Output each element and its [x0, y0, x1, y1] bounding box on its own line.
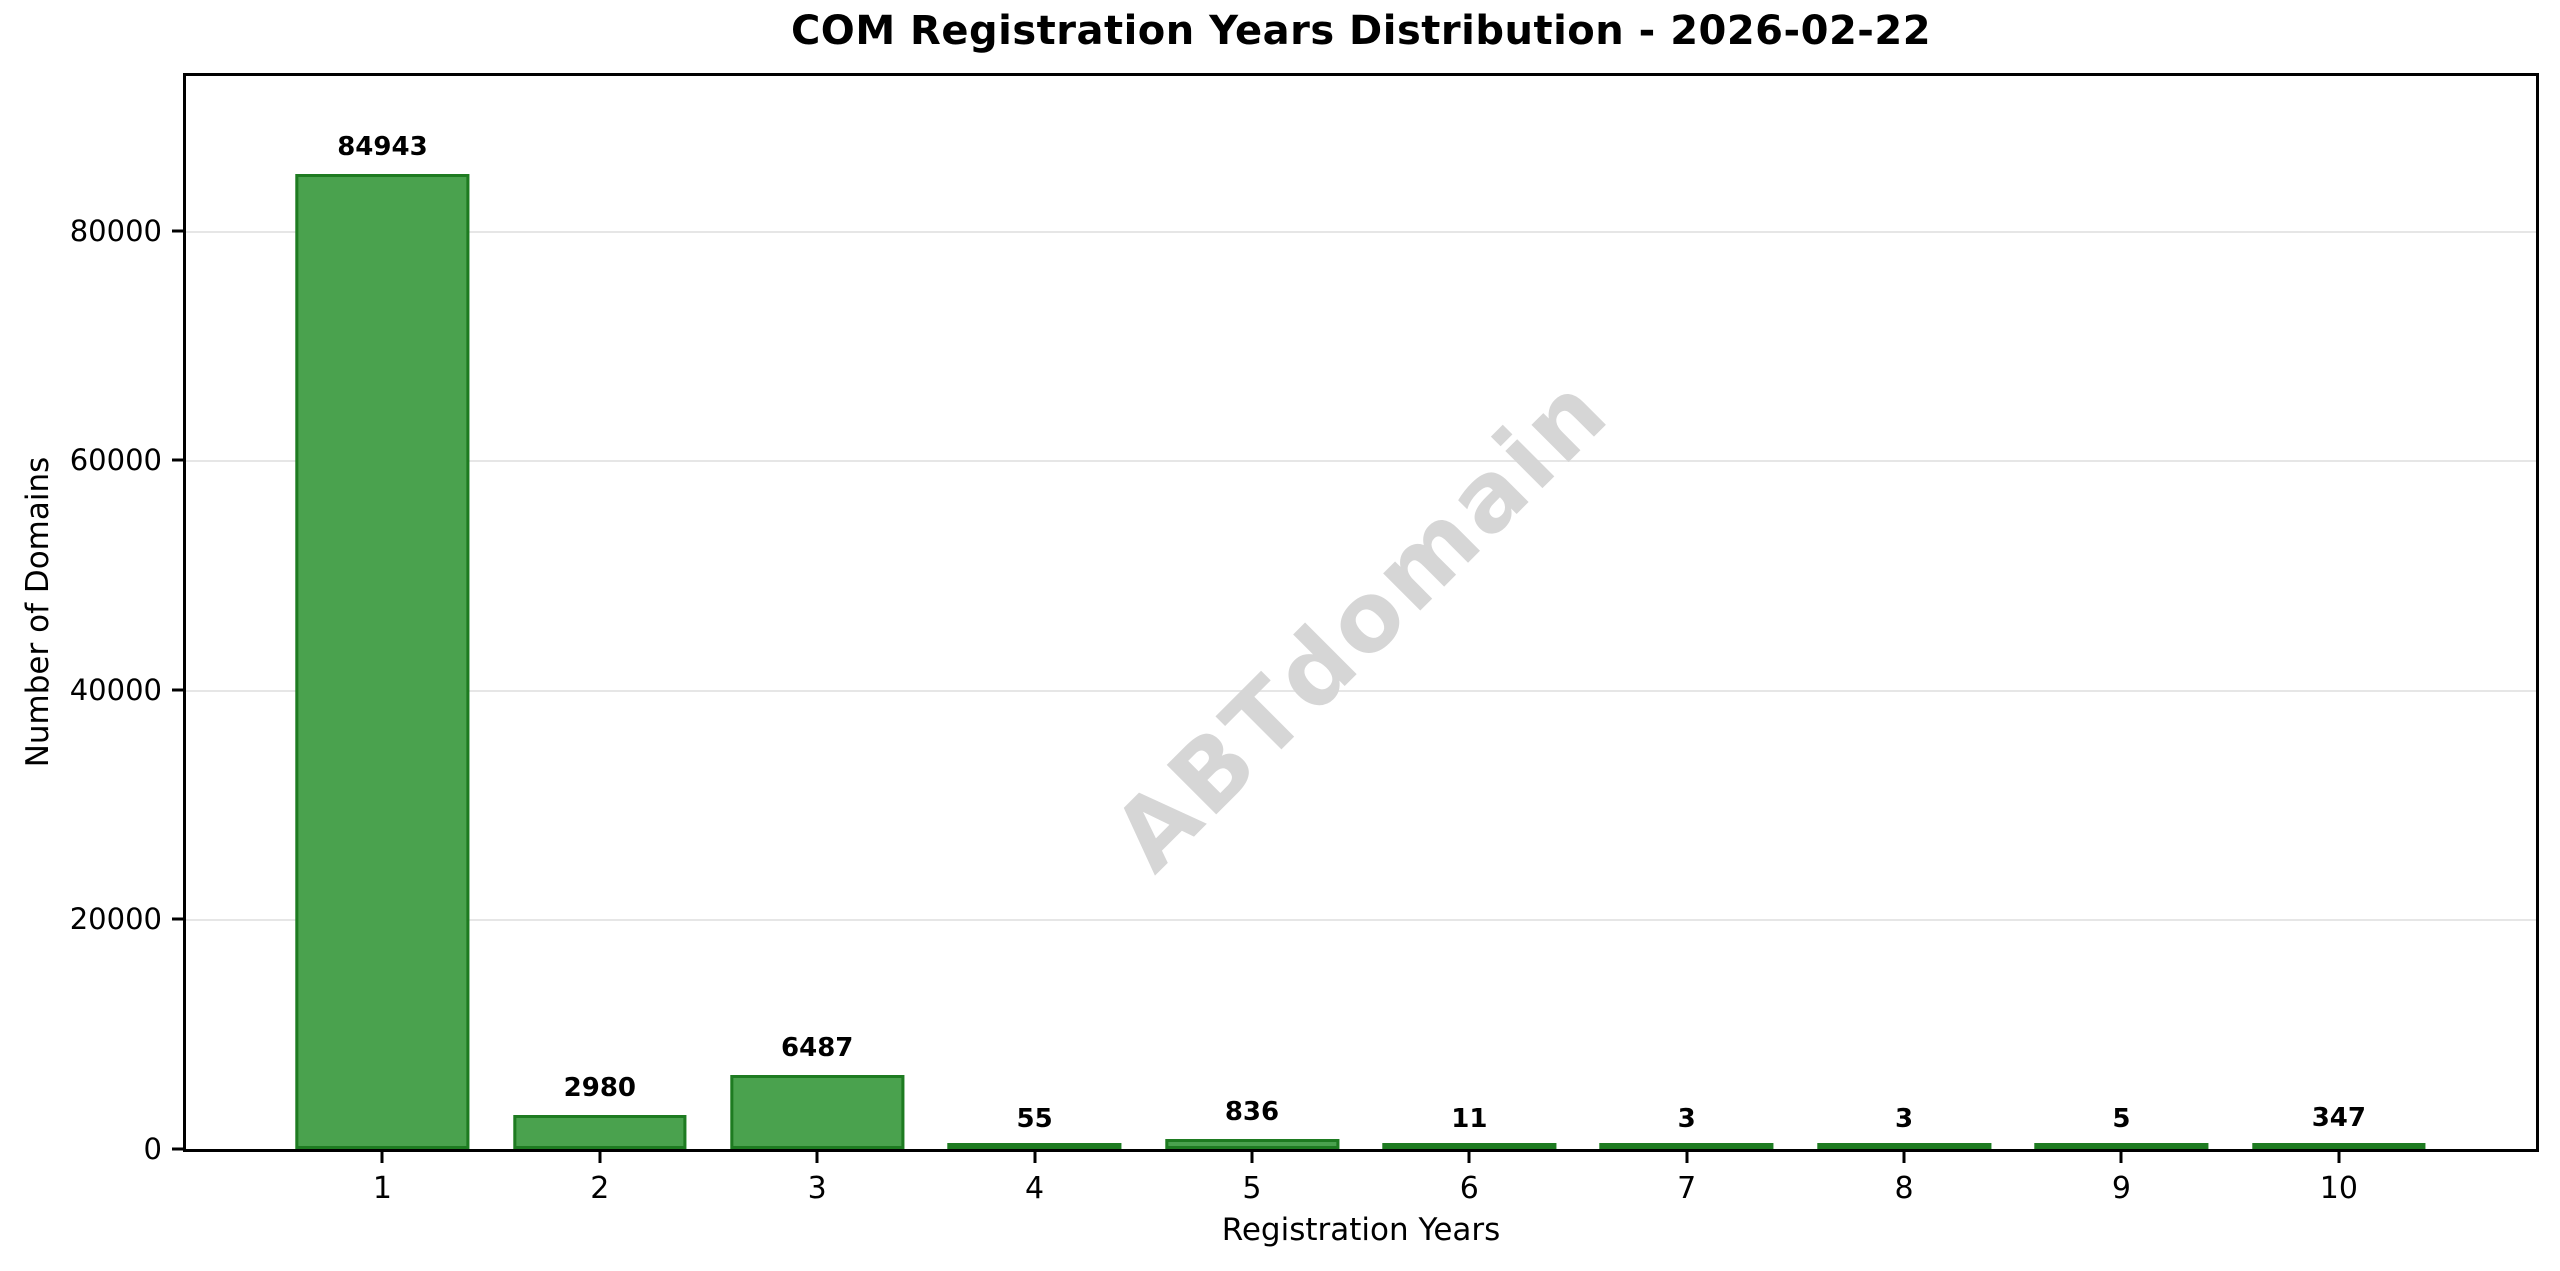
bar-slot: 6487 [709, 76, 926, 1149]
bar [947, 1143, 1122, 1149]
bar-value-label: 55 [1016, 1104, 1053, 1134]
bar-slot: 2980 [491, 76, 708, 1149]
y-tick-mark [172, 1147, 186, 1151]
y-tick-mark [172, 229, 186, 233]
x-tick-mark [1685, 1149, 1689, 1163]
y-tick-mark [172, 688, 186, 692]
x-tick-label: 3 [807, 1171, 827, 1206]
x-axis-label: Registration Years [1221, 1212, 1501, 1248]
bar-slot: 84943 [274, 76, 491, 1149]
y-tick-mark [172, 917, 186, 921]
bar-slot: 3 [1578, 76, 1795, 1149]
x-tick-label: 4 [1025, 1171, 1045, 1206]
x-tick-label: 5 [1242, 1171, 1262, 1206]
bar-slot: 11 [1361, 76, 1578, 1149]
x-tick-label: 1 [372, 1171, 392, 1206]
bar [2251, 1143, 2426, 1149]
y-tick-mark [172, 458, 186, 462]
bar [1165, 1139, 1339, 1149]
plot-area: ABTdomain 0 20000 40000 60000 80000 84943 298… [70, 73, 2539, 1206]
bar-value-label: 11 [1451, 1104, 1488, 1134]
x-tick-label: 6 [1459, 1171, 1479, 1206]
bar-slot: 3 [1795, 76, 2012, 1149]
y-tick-label: 0 [143, 1132, 162, 1166]
gridline [186, 460, 2536, 463]
gridline [186, 689, 2536, 692]
bar-value-label: 2980 [563, 1072, 637, 1103]
x-tick-mark [1033, 1149, 1037, 1163]
bar-value-label: 836 [1224, 1097, 1280, 1128]
bar [512, 1114, 687, 1149]
bar-value-label: 6487 [781, 1032, 854, 1063]
bar [2034, 1143, 2209, 1149]
bar-value-label: 5 [2112, 1104, 2131, 1134]
x-tick-label: 8 [1894, 1171, 1914, 1206]
x-tick-mark [380, 1149, 384, 1163]
gridline [186, 230, 2536, 233]
bar-value-label: 3 [1677, 1104, 1696, 1134]
x-tick-mark [2119, 1149, 2123, 1163]
y-tick-label: 60000 [69, 443, 162, 478]
x-tick-mark [1467, 1149, 1471, 1163]
y-axis-label: Number of Domains [20, 456, 56, 768]
y-tick-label: 80000 [69, 213, 162, 248]
x-tick-mark [2337, 1149, 2341, 1163]
x-tick-label: 9 [2111, 1171, 2131, 1206]
x-tick-mark [1902, 1149, 1906, 1163]
bar [295, 174, 470, 1149]
x-tick-label: 2 [590, 1171, 610, 1206]
y-tick-label: 40000 [69, 672, 162, 707]
bar [1599, 1143, 1774, 1149]
gridline [186, 919, 2536, 922]
chart-title: COM Registration Years Distribution - 20… [790, 8, 1932, 54]
bar-slot: 836 [1143, 76, 1360, 1149]
bar-slot: 5 [2013, 76, 2230, 1149]
bar-slot: 347 [2230, 76, 2447, 1149]
bar [1817, 1143, 1992, 1149]
x-tick-mark [815, 1149, 819, 1163]
x-tick-mark [1250, 1149, 1254, 1163]
bar-slot: 55 [926, 76, 1143, 1149]
x-tick-mark [598, 1149, 602, 1163]
bar [730, 1074, 905, 1149]
bar-value-label: 84943 [337, 132, 428, 163]
bar-value-label: 347 [2311, 1103, 2366, 1134]
bar [1382, 1143, 1557, 1149]
bar-value-label: 3 [1895, 1104, 1914, 1134]
y-tick-label: 20000 [69, 902, 162, 937]
x-tick-label: 10 [2319, 1171, 2358, 1206]
x-tick-label: 7 [1677, 1171, 1697, 1206]
